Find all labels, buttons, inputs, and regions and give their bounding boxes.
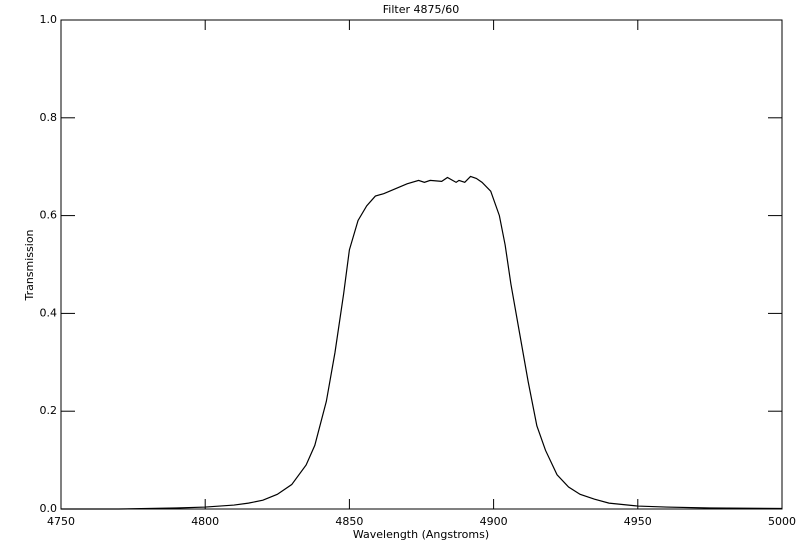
x-tick-label: 4850 (335, 515, 363, 528)
x-axis-label: Wavelength (Angstroms) (353, 528, 489, 541)
y-tick-label: 0.0 (40, 502, 58, 515)
y-tick-label: 0.2 (40, 404, 58, 417)
x-tick-label: 4800 (191, 515, 219, 528)
y-tick-label: 1.0 (40, 13, 58, 26)
y-tick-label: 0.6 (40, 209, 58, 222)
data-line (61, 175, 783, 510)
x-tick-label: 5000 (768, 515, 796, 528)
y-tick-label: 0.4 (40, 306, 58, 319)
x-tick-label: 4950 (624, 515, 652, 528)
x-tick-label: 4750 (47, 515, 75, 528)
plot-frame (60, 19, 783, 510)
y-tick-label: 0.8 (40, 111, 58, 124)
chart-title: Filter 4875/60 (383, 3, 459, 16)
y-axis-label: Transmission (23, 229, 36, 301)
x-tick-label: 4900 (480, 515, 508, 528)
